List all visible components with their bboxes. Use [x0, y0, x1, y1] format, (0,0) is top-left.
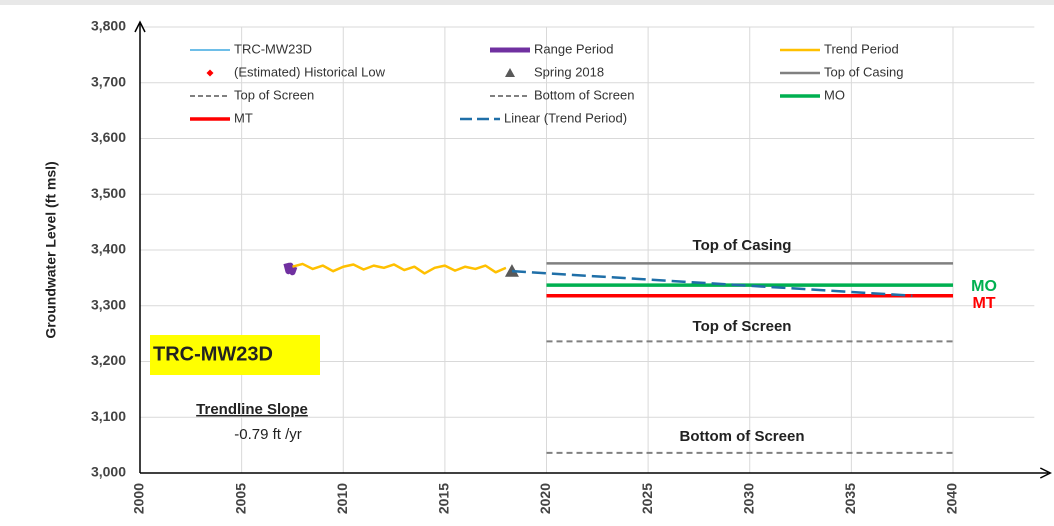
y-axis-label: Groundwater Level (ft msl): [43, 161, 59, 338]
legend-item: Linear (Trend Period): [460, 110, 627, 125]
y-tick-label: 3,100: [91, 408, 126, 424]
x-tick-label: 2020: [537, 483, 553, 514]
legend-item: MO: [780, 87, 845, 102]
legend-label: Spring 2018: [534, 64, 604, 79]
y-tick-label: 3,000: [91, 464, 126, 480]
annotation: Bottom of Screen: [679, 428, 804, 445]
annotation: MT: [972, 295, 995, 312]
top-border: [0, 0, 1054, 5]
legend-label: Trend Period: [824, 41, 899, 56]
y-tick-label: 3,500: [91, 185, 126, 201]
y-tick-label: 3,800: [91, 18, 126, 34]
x-tick-label: 2015: [436, 483, 452, 514]
y-tick-label: 3,700: [91, 73, 126, 89]
legend-item: Top of Casing: [780, 64, 904, 79]
diamond-marker: [206, 69, 214, 77]
annotation: -0.79 ft /yr: [234, 426, 302, 443]
legend-label: Bottom of Screen: [534, 87, 634, 102]
legend-item: Top of Screen: [190, 87, 314, 102]
x-tick-label: 2030: [740, 483, 756, 514]
legend-label: Linear (Trend Period): [504, 110, 627, 125]
y-tick-label: 3,200: [91, 352, 126, 368]
annotation: Top of Screen: [693, 318, 792, 335]
legend-item: Spring 2018: [505, 64, 604, 79]
annotation: MO: [971, 278, 997, 295]
x-tick-label: 2000: [131, 483, 147, 514]
legend-item: MT: [190, 110, 253, 125]
x-tick-label: 2040: [944, 483, 960, 514]
x-tick-label: 2005: [232, 483, 248, 514]
legend-item: Range Period: [490, 41, 614, 56]
legend-label: Range Period: [534, 41, 614, 56]
y-tick-label: 3,600: [91, 129, 126, 145]
legend-item: TRC-MW23D: [190, 41, 312, 56]
x-tick-label: 2025: [639, 483, 655, 514]
y-axis-arrow: [134, 20, 146, 33]
legend-label: Top of Casing: [824, 64, 904, 79]
series-line: [283, 262, 298, 276]
legend-label: MO: [824, 87, 845, 102]
annotation: Trendline Slope: [196, 401, 308, 418]
y-tick-label: 3,400: [91, 241, 126, 257]
legend-label: Top of Screen: [234, 87, 314, 102]
x-axis-arrow: [1039, 467, 1052, 479]
triangle-marker: [504, 264, 519, 277]
annotation: TRC-MW23D: [153, 343, 273, 365]
legend-label: TRC-MW23D: [234, 41, 312, 56]
legend-item: Bottom of Screen: [490, 87, 634, 102]
legend-item: Trend Period: [780, 41, 899, 56]
annotation: Top of Casing: [693, 237, 792, 254]
label-box: [150, 335, 320, 375]
triangle-marker: [505, 68, 515, 77]
series-line: [292, 262, 507, 275]
legend-label: (Estimated) Historical Low: [234, 64, 386, 79]
legend-item: (Estimated) Historical Low: [206, 64, 386, 79]
legend-label: MT: [234, 110, 253, 125]
x-tick-label: 2035: [842, 483, 858, 514]
series-line: [511, 269, 913, 297]
x-tick-label: 2010: [334, 483, 350, 514]
y-tick-label: 3,300: [91, 296, 126, 312]
